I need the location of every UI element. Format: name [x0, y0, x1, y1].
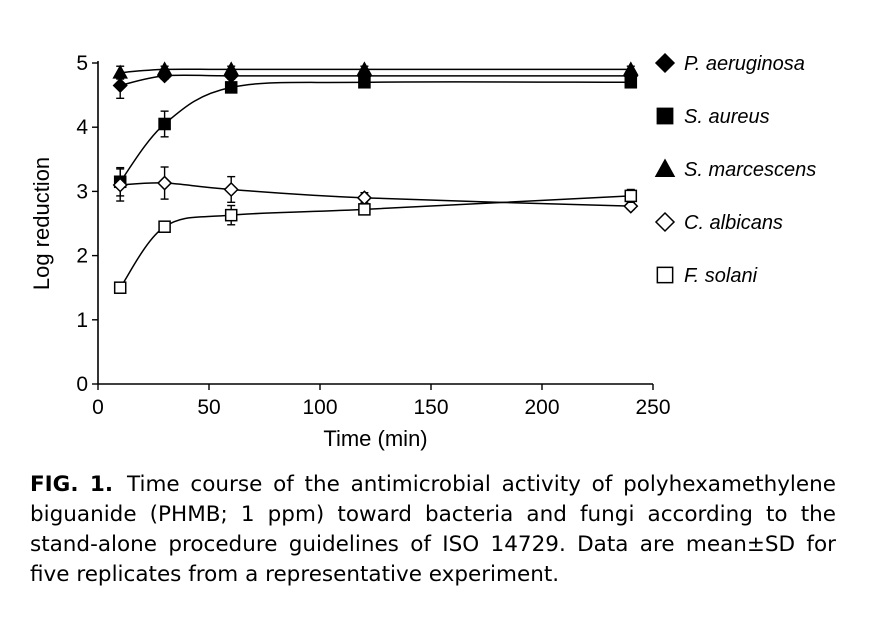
data-point-c-albicans	[356, 190, 372, 206]
data-point-s-marcescens	[223, 61, 239, 76]
data-point-c-albicans	[157, 175, 173, 191]
data-point-s-aureus	[624, 75, 638, 89]
caption-text: Time course of the antimicrobial activit…	[30, 472, 836, 587]
x-tick-label: 250	[635, 396, 670, 419]
x-tick-label: 0	[92, 396, 104, 419]
data-point-s-marcescens	[623, 61, 639, 76]
legend-marker-p-aeruginosa	[654, 52, 676, 74]
data-point-s-aureus	[358, 75, 371, 89]
legend-label-p-aeruginosa: P. aeruginosa	[684, 53, 805, 75]
x-axis-title: Time (min)	[323, 426, 427, 451]
y-tick-label: 2	[76, 245, 88, 268]
series-line-s-aureus	[119, 81, 631, 183]
legend-marker-c-albicans	[654, 211, 676, 233]
data-point-p-aeruginosa	[112, 77, 128, 94]
data-point-c-albicans	[223, 181, 239, 198]
y-axis-title: Log reduction	[29, 157, 54, 290]
figure-caption: FIG. 1. Time course of the antimicrobial …	[30, 470, 836, 590]
y-tick-label: 0	[76, 373, 88, 396]
x-tick-label: 150	[413, 396, 448, 419]
legend-label-c-albicans: C. albicans	[684, 212, 783, 234]
caption-label: FIG. 1.	[30, 472, 114, 497]
data-point-f-solani	[158, 220, 171, 233]
data-point-c-albicans	[112, 177, 128, 193]
data-point-f-solani	[113, 281, 127, 294]
data-point-f-solani	[224, 208, 238, 222]
x-tick-label: 100	[302, 396, 337, 419]
data-point-f-solani	[358, 203, 371, 216]
x-tick-label: 200	[524, 396, 559, 419]
data-point-s-marcescens	[156, 61, 173, 76]
series-line-f-solani	[119, 195, 631, 289]
data-point-s-marcescens	[356, 61, 373, 76]
legend-label-f-solani: F. solani	[684, 265, 758, 287]
legend-marker-f-solani	[656, 266, 674, 284]
y-tick-label: 1	[76, 309, 88, 332]
legend-label-s-marcescens: S. marcescens	[684, 159, 816, 181]
y-tick-label: 5	[76, 52, 88, 75]
data-point-s-aureus	[158, 117, 171, 131]
y-tick-label: 4	[76, 116, 88, 139]
data-point-f-solani	[624, 189, 638, 203]
series-line-p-aeruginosa	[120, 74, 631, 87]
data-point-s-marcescens	[112, 64, 128, 79]
legend-marker-s-marcescens	[654, 158, 676, 177]
x-tick-label: 50	[197, 396, 220, 419]
legend-label-s-aureus: S. aureus	[684, 106, 770, 128]
y-tick-label: 3	[76, 180, 88, 203]
series-line-s-marcescens	[120, 68, 631, 74]
legend-marker-s-aureus	[656, 107, 674, 125]
data-point-s-aureus	[224, 81, 238, 94]
series-line-c-albicans	[120, 182, 631, 207]
